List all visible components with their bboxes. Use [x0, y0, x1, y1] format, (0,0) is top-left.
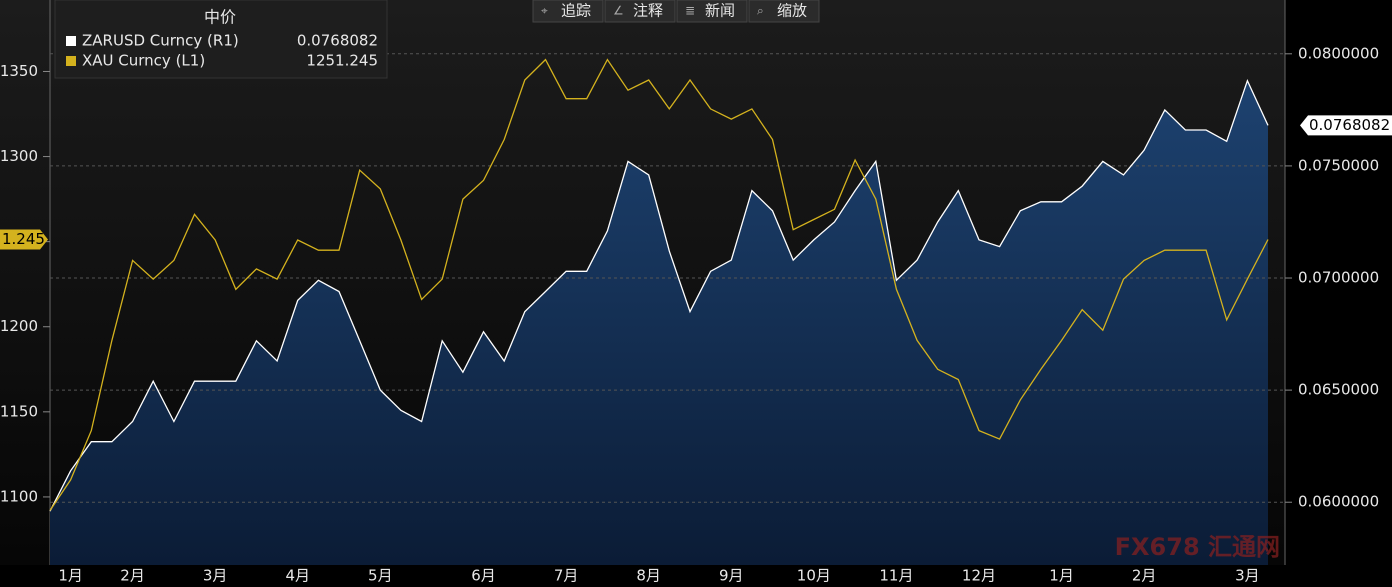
- toolbar-icon: ∠: [613, 4, 624, 18]
- line: [49, 78, 1269, 512]
- last-value-tag: [1300, 115, 1392, 136]
- line: [49, 58, 1269, 511]
- toolbar-icon: ⌕: [757, 4, 764, 18]
- legend-value: 1251.245: [306, 52, 378, 70]
- x-tick-label: 4月: [285, 567, 310, 585]
- x-tick-label: 6月: [471, 567, 496, 585]
- x-tick-label: 2月: [120, 567, 145, 585]
- y2-tick-label: 0.0700000: [1298, 269, 1379, 287]
- legend-swatch: [66, 36, 76, 46]
- toolbar-button-bg: [748, 0, 820, 23]
- toolbar-label[interactable]: 缩放: [777, 2, 807, 20]
- legend-label: XAU Curncy (L1): [82, 52, 205, 70]
- toolbar-label[interactable]: 新闻: [705, 2, 735, 20]
- y2-tick-label: 0.0750000: [1298, 156, 1379, 174]
- last-value-tag: [0, 229, 48, 250]
- legend-title: 中价: [204, 8, 236, 27]
- bottom-axis-panel: [0, 565, 1392, 587]
- legend-box: [54, 0, 388, 79]
- x-tick-label: 2月: [1132, 567, 1157, 585]
- y-tick-label: 1350: [0, 62, 38, 80]
- toolbar-button[interactable]: ⌕ 缩放: [748, 0, 820, 23]
- toolbar-label[interactable]: 注释: [633, 2, 663, 20]
- toolbar-button-bg: [604, 0, 676, 23]
- watermark: FX678 汇通网: [1115, 533, 1280, 561]
- x-tick-label: 12月: [962, 567, 996, 585]
- toolbar-icon: ⌖: [541, 4, 548, 18]
- x-tick-label: 8月: [636, 567, 661, 585]
- legend-swatch: [66, 56, 76, 66]
- toolbar-button[interactable]: ≣ 新闻: [676, 0, 748, 23]
- last-value-label: 1.245: [2, 230, 45, 248]
- y2-tick-label: 0.0600000: [1298, 493, 1379, 511]
- toolbar-icon: ≣: [685, 4, 695, 18]
- toolbar-label[interactable]: 追踪: [561, 2, 591, 20]
- x-tick-label: 3月: [203, 567, 228, 585]
- toolbar-button-bg: [676, 0, 748, 23]
- x-tick-label: 10月: [797, 567, 831, 585]
- x-tick-label: 11月: [879, 567, 913, 585]
- y2-tick-label: 0.0800000: [1298, 44, 1379, 62]
- area-fill: [50, 80, 1268, 565]
- x-tick-label: 7月: [554, 567, 579, 585]
- y-tick-label: 1300: [0, 147, 38, 165]
- toolbar-button-bg: [532, 0, 604, 23]
- y-tick-label: 1200: [0, 317, 38, 335]
- y-tick-label: 1100: [0, 487, 38, 505]
- x-tick-label: 9月: [719, 567, 744, 585]
- y-tick-label: 1150: [0, 402, 38, 420]
- legend-label: ZARUSD Curncy (R1): [82, 32, 239, 50]
- legend-value: 0.0768082: [297, 32, 378, 50]
- toolbar-button[interactable]: ⌖ 追踪: [532, 0, 604, 23]
- last-value-label: 0.0768082: [1309, 116, 1390, 134]
- y2-tick-label: 0.0650000: [1298, 381, 1379, 399]
- x-tick-label: 3月: [1235, 567, 1260, 585]
- toolbar-button[interactable]: ∠ 注释: [604, 0, 676, 23]
- x-tick-label: 5月: [368, 567, 393, 585]
- x-tick-label: 1月: [58, 567, 83, 585]
- right-axis-panel: [1285, 0, 1392, 587]
- x-tick-label: 1月: [1049, 567, 1074, 585]
